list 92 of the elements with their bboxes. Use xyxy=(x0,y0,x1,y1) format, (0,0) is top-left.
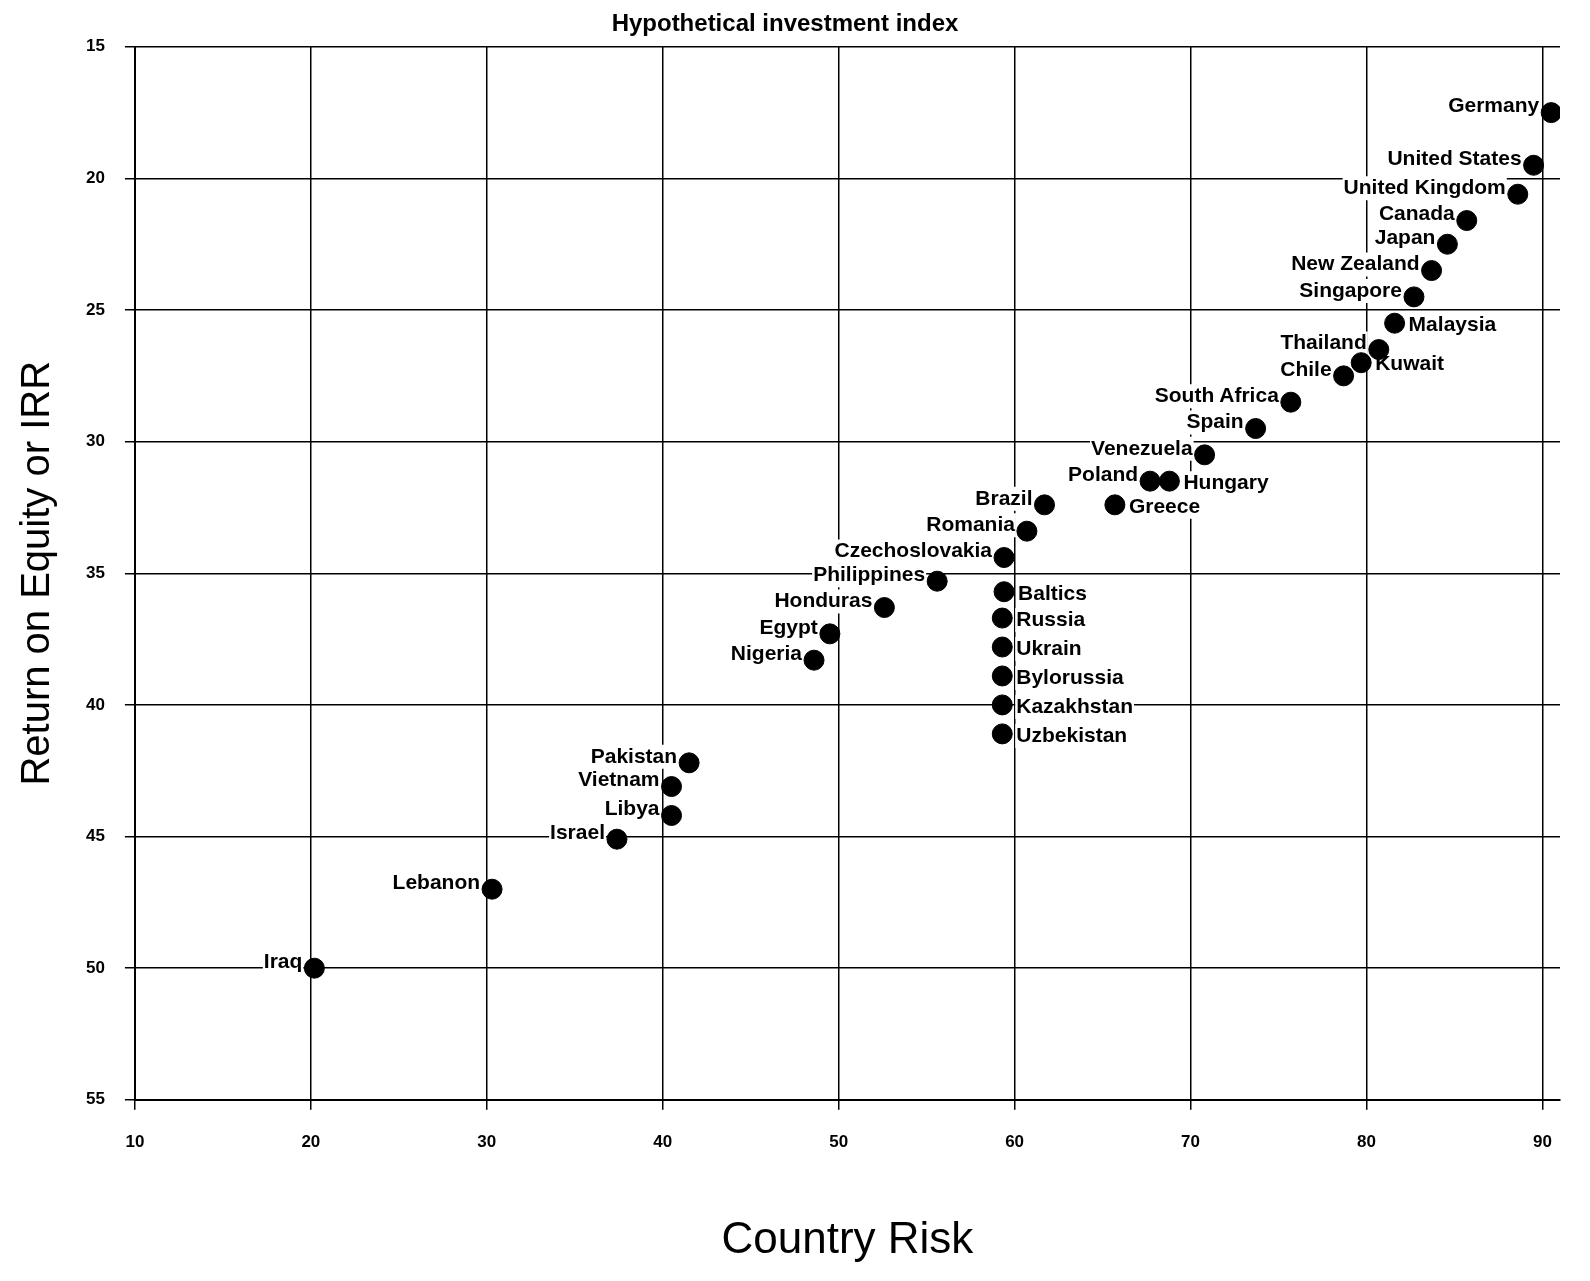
y-tick-label: 15 xyxy=(85,36,105,56)
x-tick-label: 40 xyxy=(653,1131,673,1151)
point xyxy=(1280,391,1302,413)
series-label: Canada xyxy=(1378,201,1456,225)
point xyxy=(1245,418,1267,440)
series-label: Spain xyxy=(1186,409,1244,433)
point xyxy=(993,547,1015,569)
series-label: Hungary xyxy=(1183,469,1269,493)
point xyxy=(1350,352,1372,374)
x-tick-label: 10 xyxy=(125,1131,145,1151)
point xyxy=(991,607,1013,629)
point xyxy=(481,878,503,900)
point xyxy=(926,570,948,592)
y-tick-label: 45 xyxy=(85,826,105,846)
series-label: Japan xyxy=(1374,225,1436,249)
x-tick-label: 80 xyxy=(1357,1131,1376,1151)
point xyxy=(803,649,825,671)
x-tick-label: 50 xyxy=(829,1131,849,1151)
point xyxy=(1523,154,1545,176)
point xyxy=(661,804,683,826)
series-label: Thailand xyxy=(1280,330,1367,354)
point xyxy=(819,623,841,645)
point xyxy=(1104,494,1126,516)
series-label: Kazakhstan xyxy=(1016,693,1133,717)
series-label: Malaysia xyxy=(1408,312,1497,336)
point xyxy=(1158,470,1180,492)
series-label: Russia xyxy=(1016,606,1086,630)
y-tick-label: 35 xyxy=(85,562,105,582)
series-label: Singapore xyxy=(1299,277,1402,301)
series-label: New Zealand xyxy=(1291,251,1420,275)
series-label: United States xyxy=(1387,146,1522,170)
series-label: Vietnam xyxy=(578,767,660,791)
point xyxy=(1456,210,1478,232)
series-label: Lebanon xyxy=(392,870,481,893)
series-label: Chile xyxy=(1280,356,1332,380)
y-tick-label: 20 xyxy=(85,168,105,188)
series-label: Egypt xyxy=(759,614,818,638)
point xyxy=(678,752,700,774)
series-label: Philippines xyxy=(813,561,926,585)
point xyxy=(1034,494,1055,516)
series-label: Israel xyxy=(550,819,605,843)
x-tick-label: 70 xyxy=(1181,1131,1200,1151)
point xyxy=(1194,444,1216,466)
series-label: South Africa xyxy=(1154,382,1280,406)
x-tick-label: 20 xyxy=(301,1131,321,1151)
y-axis-title: Return on Equity or IRR xyxy=(13,360,58,786)
point xyxy=(1139,470,1161,492)
point xyxy=(1540,102,1560,124)
point xyxy=(991,665,1013,687)
point xyxy=(991,636,1013,658)
series-label: Baltics xyxy=(1018,580,1087,604)
series-label: United Kingdom xyxy=(1343,175,1506,199)
y-tick-label: 50 xyxy=(85,957,105,977)
series-label: Bylorussia xyxy=(1016,664,1124,688)
point xyxy=(1421,260,1443,282)
point xyxy=(303,957,325,979)
y-tick-label: 25 xyxy=(85,299,105,319)
point xyxy=(1507,183,1529,205)
series-label: Libya xyxy=(604,796,660,820)
series-label: Romania xyxy=(926,511,1016,535)
series-label: Germany xyxy=(1448,93,1540,117)
series-label: Pakistan xyxy=(590,743,678,767)
series-label: Honduras xyxy=(774,588,873,612)
series-label: Ukrain xyxy=(1016,635,1082,659)
y-tick-label: 40 xyxy=(85,694,105,714)
series-label: Brazil xyxy=(975,485,1033,509)
x-axis-title: Country Risk xyxy=(721,1212,975,1262)
x-tick-label: 90 xyxy=(1532,1131,1552,1151)
series-label: Iraq xyxy=(263,948,303,972)
point xyxy=(1016,520,1038,542)
chart-title: Hypothetical investment index xyxy=(611,9,960,37)
point xyxy=(1436,233,1458,255)
series-label: Uzbekistan xyxy=(1016,722,1128,746)
series-label: Kuwait xyxy=(1375,351,1445,375)
series-label: Venezuela xyxy=(1091,435,1193,459)
point xyxy=(1403,286,1425,308)
y-tick-label: 30 xyxy=(85,431,105,451)
point xyxy=(991,694,1013,716)
point xyxy=(606,828,628,850)
point xyxy=(873,597,895,619)
series-label: Poland xyxy=(1068,461,1139,485)
point xyxy=(1384,312,1406,334)
series-label: Greece xyxy=(1128,493,1201,517)
series-label: Nigeria xyxy=(730,640,803,664)
point xyxy=(661,776,683,798)
point xyxy=(993,581,1015,603)
point xyxy=(1333,365,1355,387)
x-tick-label: 30 xyxy=(477,1131,497,1151)
point xyxy=(991,723,1013,745)
y-tick-label: 55 xyxy=(85,1089,105,1109)
series-label: Czechoslovakia xyxy=(834,538,993,562)
x-tick-label: 60 xyxy=(1005,1131,1025,1151)
